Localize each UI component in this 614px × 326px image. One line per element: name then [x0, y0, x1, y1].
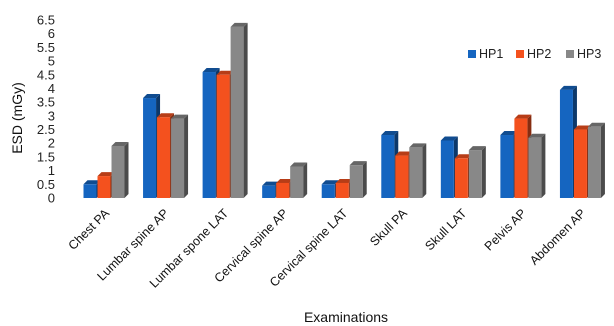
- y-axis-title: ESD (mGy): [9, 82, 25, 154]
- bar-group: [559, 85, 605, 198]
- x-tick-label: Skull PA: [367, 206, 410, 249]
- legend-item: HP2: [516, 47, 551, 61]
- legend-item: HP3: [566, 47, 601, 61]
- bar: [528, 133, 546, 198]
- bar: [587, 122, 605, 198]
- y-tick-label: 4.5: [37, 67, 55, 82]
- y-tick-label: 0: [48, 191, 55, 206]
- bar-group: [381, 131, 427, 198]
- y-tick-label: 1.5: [37, 149, 55, 164]
- bar-group: [143, 94, 189, 198]
- y-tick-label: 2: [48, 136, 55, 151]
- bar-group: [202, 22, 248, 199]
- legend-label: HP2: [527, 47, 551, 61]
- x-axis-title: Examinations: [304, 309, 388, 325]
- bar-group: [440, 136, 486, 198]
- y-tick-label: 2.5: [37, 122, 55, 137]
- x-tick-label: Skull LAT: [422, 206, 469, 253]
- bar: [171, 114, 189, 198]
- x-tick-label: Abdomen AP: [527, 206, 588, 267]
- y-axis-ticks: 00.511.522.533.544.555.566.5: [37, 13, 55, 206]
- x-tick-label: Chest PA: [66, 206, 113, 253]
- bar: [349, 161, 367, 198]
- y-tick-label: 6.5: [37, 13, 55, 28]
- y-tick-label: 4: [48, 81, 55, 96]
- bar: [514, 114, 532, 198]
- y-tick-label: 6: [48, 26, 55, 41]
- bar: [230, 22, 248, 198]
- bar-group: [500, 114, 546, 198]
- bar: [468, 146, 486, 198]
- y-tick-label: 5.5: [37, 40, 55, 55]
- legend-item: HP1: [468, 47, 503, 61]
- legend-label: HP1: [479, 47, 503, 61]
- bar: [440, 136, 458, 198]
- bar-groups: [83, 22, 605, 199]
- bar-group: [321, 161, 367, 198]
- y-tick-label: 0.5: [37, 177, 55, 192]
- y-tick-label: 3.5: [37, 95, 55, 110]
- bar-group: [262, 162, 308, 198]
- legend: HP1 HP2 HP3: [468, 47, 601, 61]
- bar: [111, 141, 129, 198]
- legend-label: HP3: [577, 47, 601, 61]
- y-tick-label: 3: [48, 108, 55, 123]
- legend-swatch: [468, 50, 476, 58]
- legend-swatch: [566, 50, 574, 58]
- bar: [409, 143, 427, 198]
- x-tick-label: Pelvis AP: [482, 206, 529, 253]
- y-tick-label: 1: [48, 163, 55, 178]
- legend-swatch: [516, 50, 524, 58]
- y-tick-label: 5: [48, 54, 55, 69]
- bar: [290, 162, 308, 198]
- bar-group: [83, 141, 129, 198]
